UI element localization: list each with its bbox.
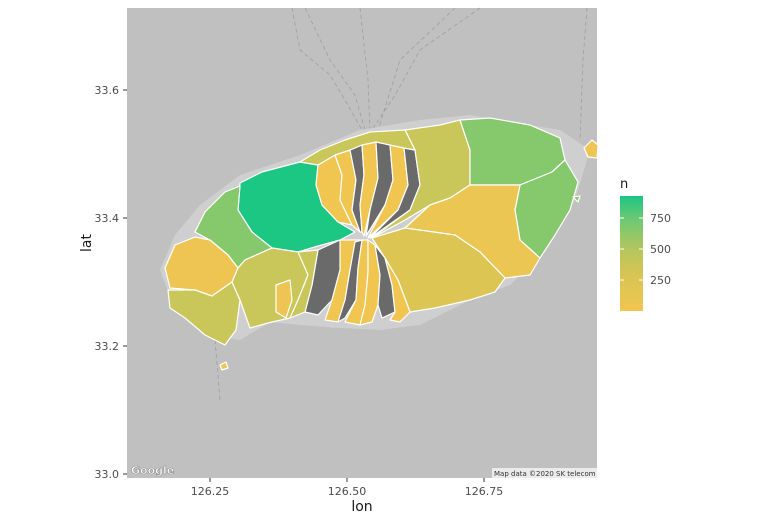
regions (164, 117, 599, 371)
legend-colorbar (620, 196, 643, 311)
x-tick-label: 126.75 (465, 485, 504, 498)
region-south-strip-7 (384, 257, 411, 323)
y-tick-label: 33.0 (95, 468, 120, 481)
x-axis: 126.25 126.50 126.75 (191, 478, 504, 498)
legend-title: n (620, 177, 628, 192)
legend-tick-label: 750 (650, 212, 671, 225)
region-southwest (167, 281, 241, 346)
credit-box (492, 468, 597, 478)
x-axis-title: lon (351, 499, 372, 515)
y-tick-label: 33.4 (95, 212, 120, 225)
ferry-routes (214, 7, 588, 401)
region-north-edge (299, 129, 416, 166)
y-axis-title: lat (79, 234, 95, 252)
google-logo: Google (131, 464, 174, 477)
region-udo (583, 139, 599, 159)
x-tick-label: 126.50 (328, 485, 367, 498)
y-axis: 33.6 33.4 33.2 33.0 (95, 84, 127, 481)
legend: n 750 500 250 (620, 177, 671, 311)
map-credit: Map data ©2020 SK telecom (494, 470, 596, 478)
region-west-central (289, 249, 319, 319)
y-tick-label: 33.6 (95, 84, 120, 97)
y-tick-label: 33.2 (95, 340, 120, 353)
x-tick-label: 126.25 (191, 485, 230, 498)
legend-tick-label: 250 (650, 274, 671, 287)
region-west-coast (275, 279, 293, 319)
region-islet-1 (219, 361, 229, 371)
region-islet-2 (572, 195, 581, 203)
legend-tick-label: 500 (650, 243, 671, 256)
